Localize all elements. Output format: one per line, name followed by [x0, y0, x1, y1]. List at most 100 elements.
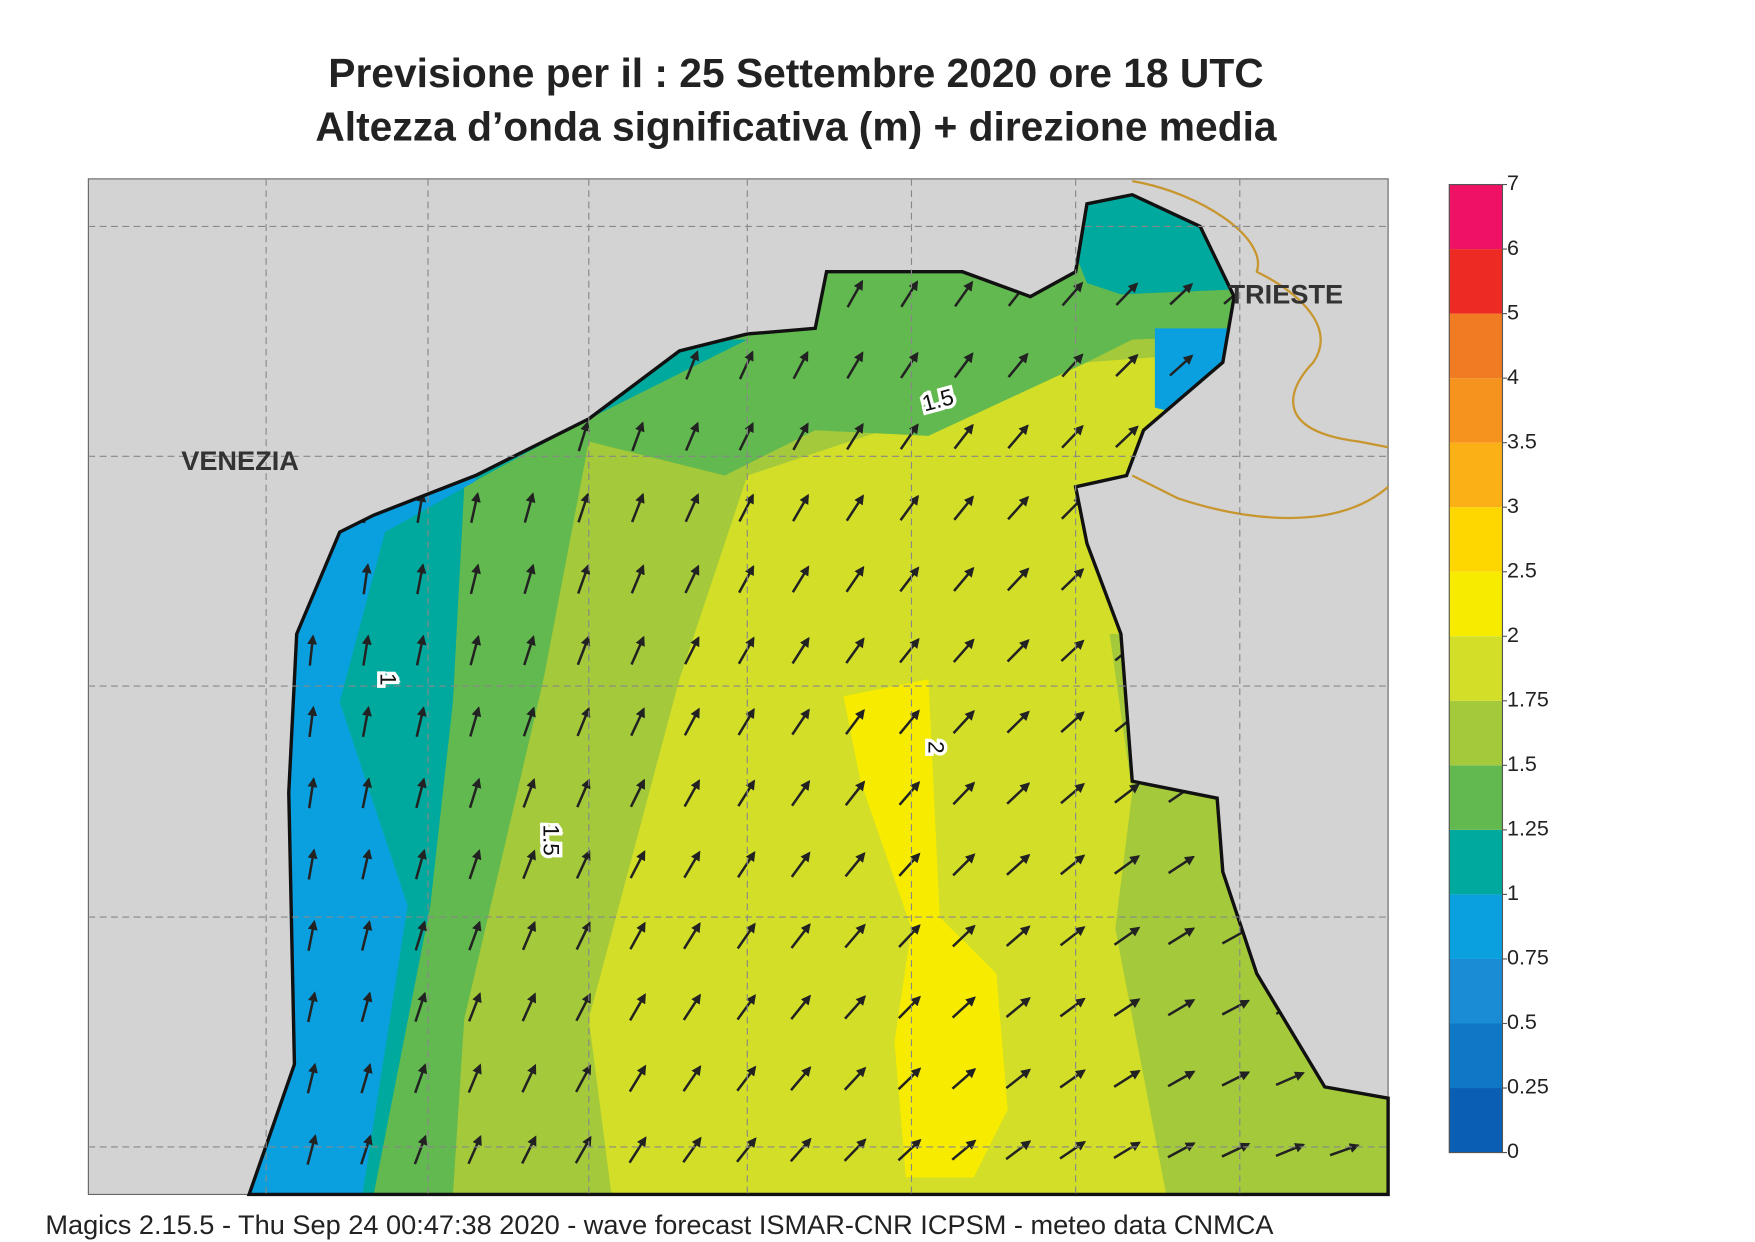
direction-arrow	[1115, 353, 1139, 377]
direction-arrow	[467, 1063, 482, 1094]
direction-arrow	[307, 848, 318, 880]
direction-arrow	[523, 635, 536, 666]
border	[1131, 180, 1389, 520]
tick-label: 0.25	[1507, 1075, 1549, 1099]
colorbar-band	[1449, 249, 1503, 314]
direction-arrow	[684, 493, 700, 523]
direction-arrow	[845, 708, 865, 735]
direction-arrow	[900, 280, 919, 308]
direction-arrow	[1275, 1071, 1305, 1086]
tick-label: 5	[1507, 300, 1519, 324]
direction-arrow	[952, 924, 976, 948]
direction-arrow	[521, 1063, 537, 1093]
direction-arrow	[951, 1139, 977, 1161]
direction-arrow	[1060, 854, 1086, 876]
tick-label: 0	[1507, 1139, 1519, 1163]
direction-arrow	[1275, 1143, 1306, 1158]
direction-arrow	[954, 280, 974, 308]
direction-arrow	[1006, 639, 1030, 663]
tick-label: 3	[1507, 494, 1519, 518]
colorbar-band	[1449, 507, 1503, 572]
direction-arrow	[736, 1137, 757, 1163]
direction-arrow	[1113, 926, 1141, 946]
colorbar-frame	[1448, 183, 1504, 1154]
direction-arrow	[306, 1062, 318, 1094]
direction-arrow	[1059, 926, 1086, 947]
direction-arrow	[414, 848, 427, 880]
direction-arrow	[628, 1136, 647, 1164]
direction-arrow	[630, 492, 645, 523]
direction-arrow	[1221, 1142, 1251, 1158]
direction-arrow	[684, 564, 700, 594]
colorbar-band	[1449, 571, 1503, 637]
direction-arrow	[416, 563, 427, 595]
direction-arrow	[630, 707, 645, 737]
direction-arrow	[1005, 925, 1031, 947]
direction-arrow	[737, 851, 756, 878]
direction-arrow	[683, 922, 701, 950]
direction-arrow	[738, 350, 754, 380]
direction-arrow	[844, 923, 866, 949]
tick-label: 7	[1507, 171, 1519, 195]
direction-arrow	[790, 851, 811, 878]
direction-arrow	[789, 1137, 812, 1163]
direction-arrow	[844, 852, 866, 878]
direction-arrow	[952, 638, 975, 663]
direction-arrow	[361, 563, 372, 595]
direction-arrow	[416, 491, 427, 524]
direction-arrow	[684, 636, 700, 665]
direction-arrow	[1006, 567, 1030, 592]
direction-arrow	[1169, 282, 1194, 306]
direction-arrow	[899, 494, 920, 521]
direction-arrow	[1169, 354, 1194, 377]
direction-arrow	[1059, 1140, 1087, 1160]
direction-arrow	[736, 922, 756, 950]
direction-arrow	[792, 493, 809, 522]
colorbar-band	[1449, 636, 1503, 701]
direction-arrow	[1115, 282, 1139, 306]
direction-arrow	[846, 422, 864, 451]
direction-arrow	[897, 995, 921, 1019]
tick-label: 1.5	[1507, 752, 1537, 776]
tick-label: 1	[1507, 881, 1519, 905]
direction-arrow	[414, 920, 427, 951]
direction-arrow	[951, 996, 976, 1019]
direction-arrow	[467, 992, 482, 1022]
direction-arrow	[575, 1064, 592, 1093]
direction-arrow	[1060, 639, 1085, 662]
direction-arrow	[738, 421, 754, 451]
direction-arrow	[898, 709, 920, 735]
direction-arrow	[898, 781, 921, 806]
direction-arrow	[574, 1135, 592, 1164]
colorbar-band	[1449, 184, 1503, 250]
direction-arrow	[1059, 1069, 1086, 1089]
tick-label: 2	[1507, 623, 1519, 647]
direction-arrow	[577, 421, 590, 452]
footer: Magics 2.15.5 - Thu Sep 24 00:47:38 2020…	[45, 1209, 1274, 1240]
direction-arrow	[1167, 999, 1196, 1017]
direction-arrow	[415, 706, 427, 737]
direction-arrow	[1060, 568, 1085, 591]
direction-arrow	[1113, 855, 1141, 875]
direction-arrow	[1061, 281, 1084, 307]
direction-arrow	[629, 850, 646, 879]
subtitle: Altezza d’onda significativa (m) + direz…	[315, 103, 1277, 149]
tick-label: 1.75	[1507, 688, 1549, 712]
direction-arrow	[360, 991, 373, 1023]
direction-arrow	[1006, 782, 1031, 805]
map: VENEZIA TRIESTE 1.5 1 1.5 2	[87, 178, 1390, 1197]
direction-arrow	[468, 920, 482, 951]
direction-arrow	[1113, 1070, 1141, 1088]
direction-arrow	[790, 923, 811, 949]
direction-arrow	[468, 777, 482, 809]
direction-arrow	[682, 1136, 702, 1164]
direction-arrow	[631, 421, 645, 452]
direction-arrow	[1007, 495, 1030, 521]
direction-arrow	[469, 563, 481, 595]
direction-arrow	[682, 993, 701, 1021]
direction-arrow	[736, 1065, 757, 1092]
direction-arrow	[737, 707, 755, 736]
direction-arrow	[845, 494, 864, 522]
direction-arrow	[415, 634, 427, 666]
